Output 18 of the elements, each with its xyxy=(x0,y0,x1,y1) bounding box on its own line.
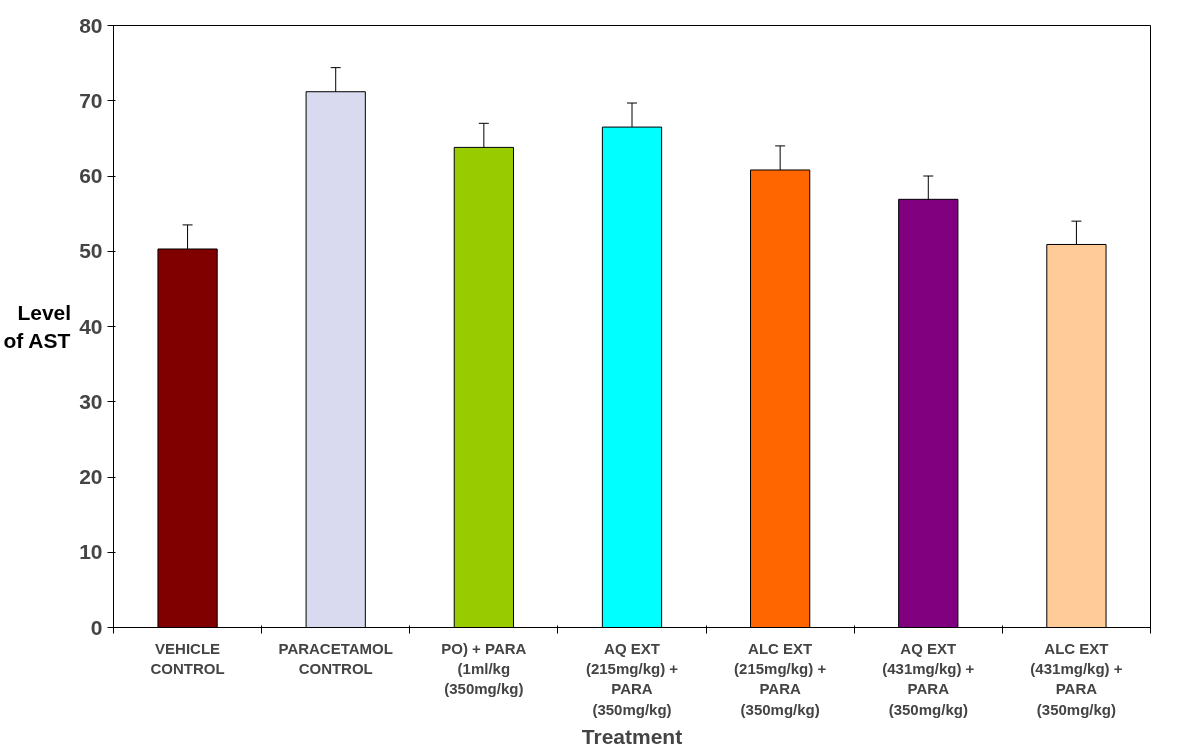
y-tick-label: 0 xyxy=(90,615,103,639)
y-tick-label: 30 xyxy=(79,389,103,413)
x-tick-label: PARACETAMOL CONTROL xyxy=(278,639,393,677)
x-tick-label: VEHICLE CONTROL xyxy=(150,639,225,677)
y-tick-label: 10 xyxy=(79,540,103,564)
x-tick-label: ALC EXT (215mg/kg) + PARA (350mg/kg) xyxy=(734,639,827,718)
y-tick-label: 60 xyxy=(79,164,103,187)
y-tick-label: 70 xyxy=(79,88,103,112)
x-tick-label: AQ EXT (431mg/kg) + PARA (350mg/kg) xyxy=(882,639,975,718)
x-tick-label: ALC EXT (431mg/kg) + PARA (350mg/kg) xyxy=(1030,639,1123,718)
y-axis-title: Level of AST xyxy=(3,301,72,352)
x-tick-label: PO) + PARA (1ml/kg (350mg/kg) xyxy=(441,639,527,698)
y-tick-label: 50 xyxy=(79,239,103,263)
x-axis-title: Treatment xyxy=(581,724,683,748)
y-tick-label: 40 xyxy=(79,314,103,338)
y-tick-label: 80 xyxy=(79,13,103,37)
x-tick-label: AQ EXT (215mg/kg) + PARA (350mg/kg) xyxy=(585,639,679,718)
y-tick-label: 20 xyxy=(79,465,103,488)
